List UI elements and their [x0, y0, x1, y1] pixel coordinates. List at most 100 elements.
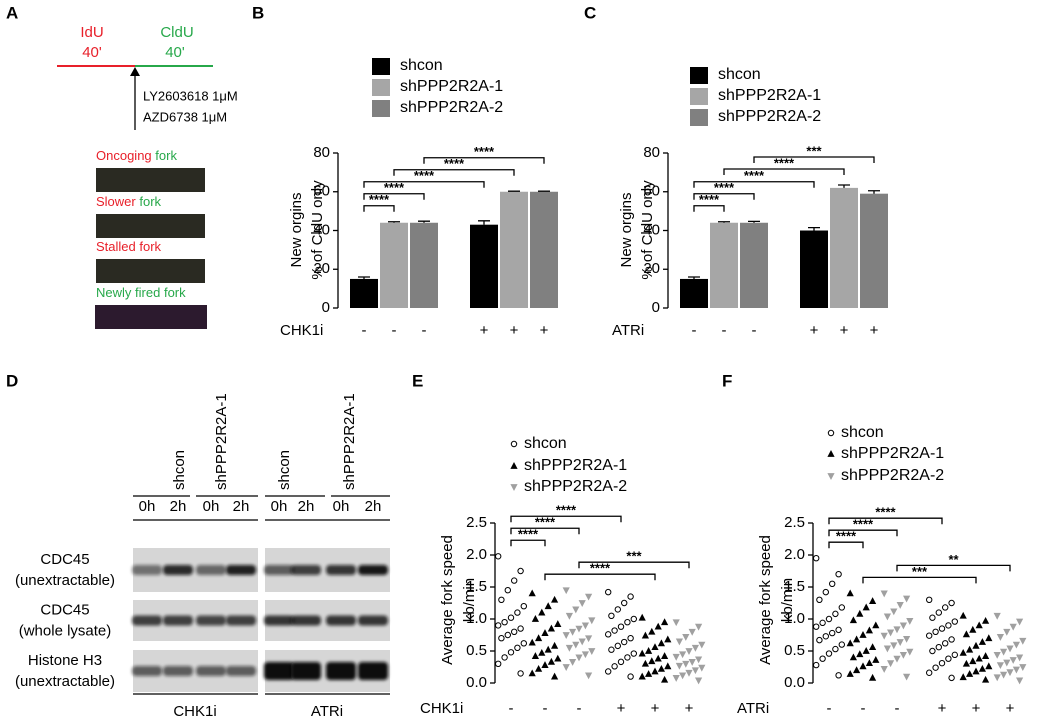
fork-label: Oncoging fork: [96, 148, 177, 163]
data-point: [538, 648, 546, 656]
data-point: [890, 642, 898, 650]
error-bar: [538, 190, 550, 192]
data-point: [648, 657, 656, 665]
data-point: [856, 650, 864, 658]
error-bar: [808, 226, 820, 231]
x-tick-label: -: [509, 700, 514, 717]
data-point: [951, 618, 958, 625]
data-point: [685, 669, 693, 677]
y-axis-label: New orgins: [618, 192, 635, 267]
blot-band: [196, 666, 226, 676]
data-point: [996, 634, 1004, 641]
significance-label: ****: [590, 561, 611, 576]
data-point: [588, 648, 596, 655]
data-point: [942, 640, 949, 647]
data-point: [575, 654, 583, 662]
data-point: [657, 664, 665, 672]
data-point: [535, 634, 543, 642]
error-bar: [718, 221, 730, 223]
y-tick-label: 0.0: [784, 674, 805, 691]
bar: [800, 230, 828, 308]
data-point: [638, 649, 646, 657]
x-tick-label: -: [543, 700, 548, 717]
data-point: [538, 608, 546, 616]
data-point: [896, 602, 904, 609]
y-tick-label: 80: [643, 144, 660, 161]
data-point: [816, 596, 823, 603]
x-tick-label: +: [972, 700, 981, 717]
legend-swatch: [690, 109, 708, 126]
data-point: [906, 618, 914, 625]
data-point: [605, 668, 612, 675]
data-point: [517, 625, 524, 632]
data-point: [698, 641, 706, 649]
data-point: [551, 672, 559, 680]
idu-label: IdU: [80, 24, 103, 41]
significance-label: ****: [853, 517, 874, 532]
time-label: 2h: [170, 498, 187, 515]
legend-marker: [510, 484, 518, 491]
data-point: [865, 626, 873, 634]
error-bar: [418, 220, 430, 223]
significance-label: ****: [518, 527, 539, 542]
x-tick-label: -: [422, 322, 427, 339]
data-point: [605, 631, 612, 638]
data-point: [627, 593, 634, 600]
error-bar: [478, 220, 490, 225]
treatment-label: ATRi: [311, 703, 343, 720]
data-point: [835, 626, 842, 634]
data-point: [932, 664, 939, 671]
data-point: [645, 670, 653, 677]
data-point: [887, 629, 895, 637]
row-label: CDC45: [40, 551, 89, 568]
blot-band: [132, 565, 162, 575]
significance-label: ***: [912, 564, 928, 579]
data-point: [495, 553, 502, 560]
significance-label: ****: [836, 529, 857, 544]
fork-label: Slower fork: [96, 194, 162, 209]
data-point: [614, 606, 621, 613]
data-point: [819, 655, 826, 662]
y-tick-label: 0: [652, 299, 660, 316]
data-point: [982, 652, 990, 659]
data-point: [578, 600, 586, 607]
significance-label: ***: [806, 143, 822, 158]
data-point: [675, 638, 683, 646]
significance-bracket: [510, 515, 622, 523]
data-point: [899, 622, 907, 630]
significance-label: ****: [699, 192, 720, 207]
data-point: [938, 659, 946, 667]
fork-label-word: fired: [135, 285, 160, 300]
y-tick-label: 1.0: [466, 610, 487, 627]
data-point: [835, 672, 842, 679]
data-point: [938, 625, 946, 632]
error-bar: [868, 190, 880, 194]
data-point: [495, 660, 502, 667]
data-point: [562, 587, 570, 595]
data-point: [651, 643, 659, 651]
data-point: [869, 643, 877, 651]
data-point: [893, 626, 901, 634]
blot-band: [163, 565, 193, 575]
blot-band: [326, 565, 356, 575]
data-point: [679, 672, 687, 680]
data-point: [935, 609, 942, 616]
data-point: [638, 613, 646, 621]
x-tick-label: -: [895, 700, 900, 717]
error-bar: [748, 220, 760, 223]
data-point: [565, 612, 573, 620]
data-point: [813, 623, 820, 630]
data-point: [672, 675, 680, 682]
blot-band: [291, 565, 321, 575]
bar: [500, 191, 528, 308]
significance-label: ****: [474, 144, 495, 159]
blot-band: [226, 565, 256, 575]
data-point: [969, 657, 977, 665]
data-point: [835, 571, 842, 578]
data-point: [1019, 664, 1027, 671]
panel-a: A IdU 40' CldU 40' LY2603618 1μM AZD6738…: [6, 3, 238, 329]
significance-bracket: [693, 181, 815, 188]
data-point: [498, 635, 505, 642]
data-point: [657, 639, 665, 647]
data-point: [846, 670, 854, 677]
